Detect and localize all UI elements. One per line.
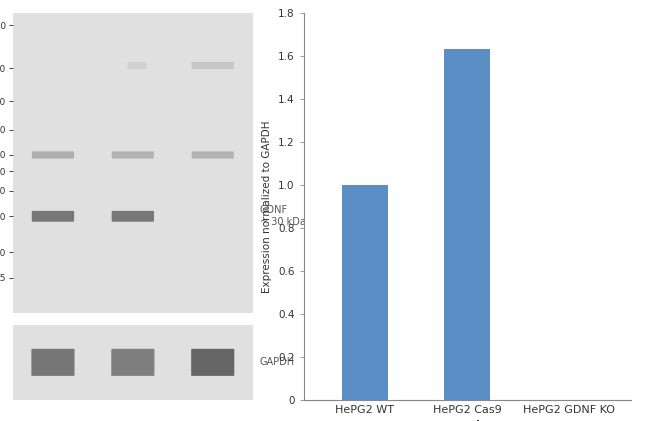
FancyBboxPatch shape [127,62,146,69]
Bar [342,185,388,400]
FancyBboxPatch shape [192,62,234,69]
FancyBboxPatch shape [31,349,75,376]
FancyBboxPatch shape [112,211,154,222]
X-axis label: Samples: Samples [439,420,495,421]
Bar [444,49,490,400]
Text: GAPDH: GAPDH [259,357,294,368]
FancyBboxPatch shape [192,152,234,159]
FancyBboxPatch shape [112,152,154,159]
FancyBboxPatch shape [32,211,74,222]
FancyBboxPatch shape [191,349,234,376]
FancyBboxPatch shape [32,152,74,159]
Text: GDNF
~ 30 kDa: GDNF ~ 30 kDa [259,205,306,227]
Y-axis label: Expression normalized to GAPDH: Expression normalized to GAPDH [263,120,272,293]
FancyBboxPatch shape [111,349,155,376]
